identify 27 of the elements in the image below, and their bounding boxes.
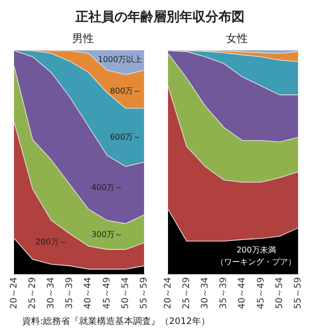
text: 資料:総務省『就業構造基本調査』（2012年） — [21, 316, 211, 328]
series-label: 200万未満（ワーキング・プア） — [216, 245, 296, 266]
series-label: 400万～ — [91, 182, 123, 192]
x-tick-label: 40～44 — [238, 276, 248, 309]
x-tick-label: 35～39 — [219, 276, 230, 309]
text: 正社員の年齢層別年収分布図 — [74, 9, 246, 27]
x-tick-label: 35～39 — [65, 276, 76, 309]
x-tick-label: 45～49 — [102, 276, 112, 309]
x-tick-label: 30～34 — [200, 276, 211, 309]
x-tick-label: 30～34 — [46, 276, 57, 309]
x-tick-label: 45～49 — [256, 276, 266, 309]
x-tick-label: 20～24 — [9, 276, 20, 309]
x-tick-label: 55～59 — [294, 276, 304, 309]
x-tick-label: 40～44 — [84, 276, 94, 309]
x-tick-label: 25～29 — [28, 276, 38, 309]
series-label: 200万～ — [36, 237, 67, 246]
series-label: 800万～ — [110, 86, 142, 96]
chart-title: 女性 — [226, 31, 248, 47]
x-tick-label: 50～54 — [120, 276, 131, 309]
x-tick-label: 20～24 — [163, 276, 174, 309]
series-label: 1000万以上 — [98, 55, 142, 64]
series-label: 600万～ — [110, 132, 142, 142]
x-tick-label: 50～54 — [274, 276, 285, 309]
x-tick-label: 55～59 — [140, 276, 150, 309]
x-tick-label: 25～29 — [182, 276, 192, 309]
series-label: 300万～ — [91, 230, 123, 239]
chart-title: 男性 — [72, 31, 94, 47]
